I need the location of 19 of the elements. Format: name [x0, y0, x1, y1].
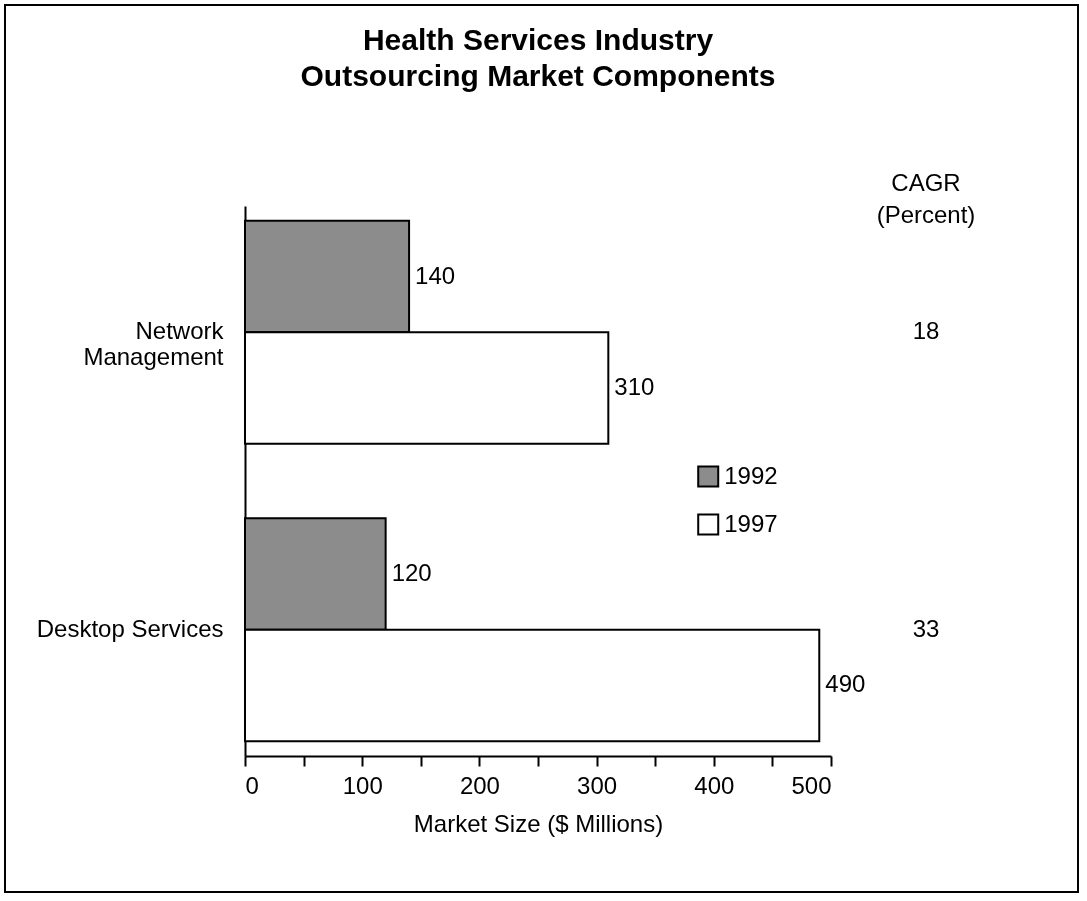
x-tick-label: 400 [694, 771, 735, 799]
text: 18 [912, 317, 940, 345]
legend-label: 1992 [724, 461, 778, 489]
data-label: 120 [391, 558, 432, 586]
legend-label: 1997 [724, 509, 778, 537]
y-tick-label: Network Management [83, 317, 225, 371]
data-label: 490 [825, 670, 866, 698]
text: 33 [912, 614, 940, 642]
x-axis-title: Market Size ($ Millions) [413, 809, 664, 837]
x-tick-label: 500 [791, 771, 832, 799]
x-tick-label: 0 [245, 771, 259, 799]
x-tick-label: 100 [342, 771, 383, 799]
y-tick-label: Desktop Services [36, 614, 224, 642]
text: CAGR (Percent) [876, 169, 976, 228]
x-tick-label: 200 [459, 771, 500, 799]
data-label: 140 [415, 261, 456, 289]
data-label: 310 [614, 373, 655, 401]
x-tick-label: 300 [577, 771, 618, 799]
chart-title: Health Services Industry Outsourcing Market Components [300, 23, 776, 92]
